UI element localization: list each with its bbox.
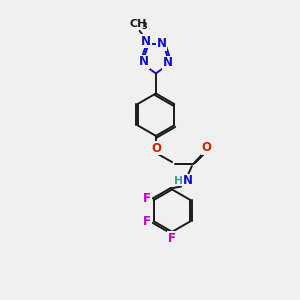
Text: N: N: [163, 56, 172, 69]
Text: O: O: [152, 142, 161, 155]
Text: F: F: [167, 232, 175, 245]
Text: N: N: [141, 35, 152, 48]
Text: N: N: [139, 55, 149, 68]
Text: 3: 3: [142, 22, 148, 31]
Text: N: N: [182, 174, 192, 188]
Text: H: H: [174, 176, 183, 186]
Text: N: N: [157, 37, 166, 50]
Text: F: F: [143, 192, 151, 206]
Text: CH: CH: [129, 20, 147, 29]
Text: F: F: [143, 215, 151, 228]
Text: O: O: [201, 141, 211, 154]
